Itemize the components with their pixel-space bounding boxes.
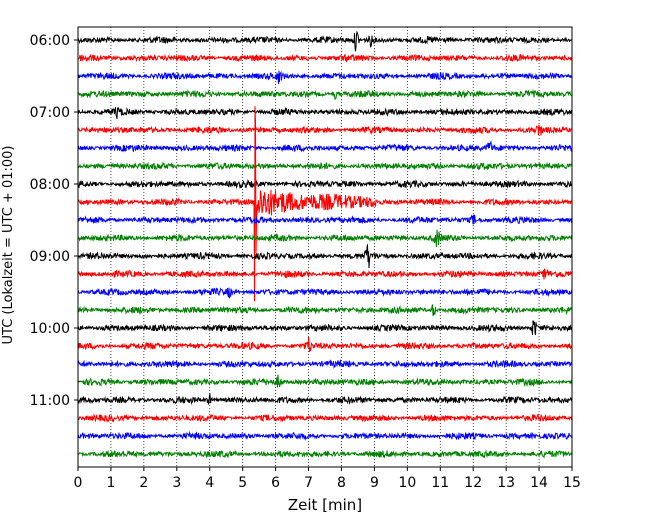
trace-line — [77, 336, 573, 352]
x-tick-label: 7 — [304, 475, 313, 491]
x-tick-label: 11 — [431, 475, 449, 491]
trace-line — [77, 106, 573, 302]
y-axis-label: UTC (Lokalzeit = UTC + 01:00) — [1, 146, 16, 345]
x-tick-label: 15 — [563, 475, 581, 491]
trace-line — [77, 140, 573, 153]
trace-line — [77, 30, 573, 52]
y-axis-ticks: 06:00 07:00 08:00 09:00 10:00 11:00 — [30, 33, 78, 409]
trace-line — [77, 106, 573, 120]
trace-line — [77, 88, 573, 100]
x-tick-label: 12 — [464, 475, 482, 491]
y-tick-label: 08:00 — [30, 177, 70, 193]
trace-line — [77, 179, 573, 190]
x-axis-label: Zeit [min] — [288, 496, 362, 514]
trace-line — [77, 268, 573, 280]
x-tick-label: 14 — [530, 475, 548, 491]
trace-line — [77, 244, 573, 269]
x-tick-label: 8 — [337, 475, 346, 491]
plot-frame — [77, 26, 573, 468]
x-tick-label: 2 — [139, 475, 148, 491]
trace-line — [77, 304, 573, 317]
trace-line — [77, 413, 573, 424]
trace-line — [77, 161, 573, 171]
y-tick-label: 10:00 — [30, 321, 70, 337]
trace-line — [77, 358, 573, 369]
trace-line — [77, 374, 573, 388]
seismogram-traces — [77, 30, 573, 459]
trace-line — [77, 392, 573, 405]
x-tick-label: 0 — [74, 475, 83, 491]
y-tick-label: 06:00 — [30, 33, 70, 49]
y-tick-label: 07:00 — [30, 105, 70, 121]
x-tick-label: 1 — [106, 475, 115, 491]
x-tick-label: 5 — [238, 475, 247, 491]
vertical-gridlines — [110, 27, 540, 467]
trace-line — [77, 214, 573, 225]
x-tick-label: 10 — [398, 475, 416, 491]
trace-line — [77, 124, 573, 136]
trace-line — [77, 449, 572, 459]
trace-line — [77, 70, 573, 85]
trace-line — [77, 53, 573, 63]
y-tick-label: 11:00 — [30, 393, 70, 409]
x-axis-ticks: 0 1 2 3 4 5 6 7 8 9 10 11 12 13 14 15 — [74, 467, 581, 491]
trace-line — [77, 320, 573, 335]
y-tick-label: 09:00 — [30, 249, 70, 265]
trace-line — [77, 287, 573, 299]
x-tick-label: 3 — [172, 475, 181, 491]
trace-line — [77, 229, 573, 248]
x-tick-label: 4 — [205, 475, 214, 491]
x-tick-label: 6 — [271, 475, 280, 491]
trace-line — [77, 430, 573, 441]
x-tick-label: 9 — [370, 475, 379, 491]
x-tick-label: 13 — [497, 475, 515, 491]
